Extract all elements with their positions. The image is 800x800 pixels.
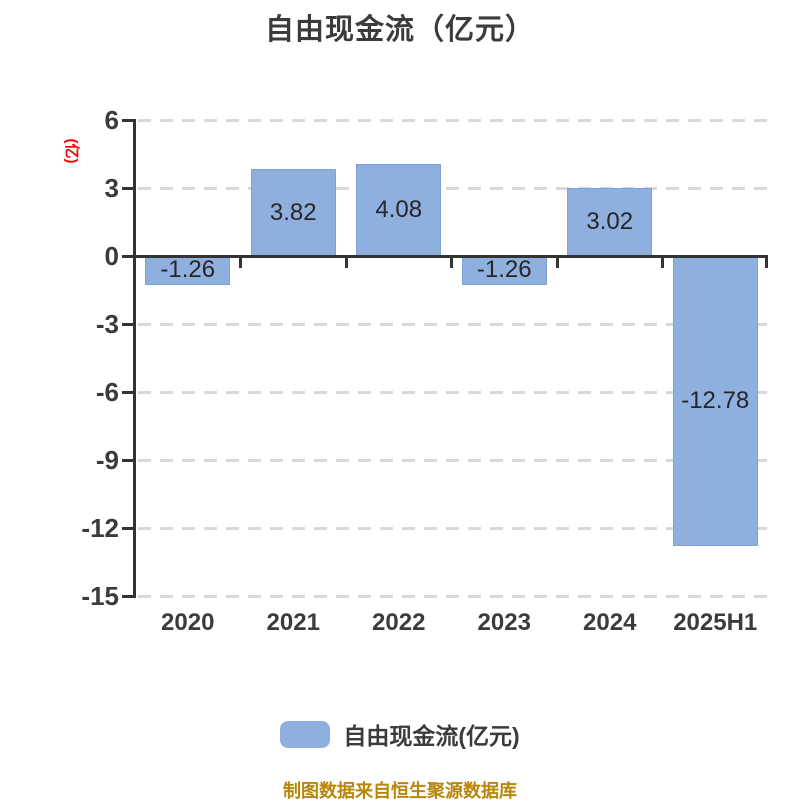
x-axis-tick-1 [239, 256, 242, 268]
x-label-2020: 2020 [161, 609, 215, 636]
bar-2025H1 [672, 256, 758, 546]
y-axis-tick-0 [122, 254, 135, 258]
y-axis-tick--3 [122, 322, 135, 326]
legend-label: 自由现金流(亿元) [343, 723, 520, 749]
y-axis-tick--6 [122, 390, 135, 394]
attribution-text: 制图数据来自恒生聚源数据库 [283, 781, 517, 800]
gridline-3 [138, 186, 768, 190]
x-label-2023: 2023 [477, 609, 531, 636]
y-tick-label--9: -9 [95, 445, 119, 475]
y-tick-label-0: 0 [104, 241, 119, 271]
y-tick-label-3: 3 [104, 173, 119, 203]
legend-swatch-icon [280, 720, 331, 748]
bar-2022 [356, 163, 442, 256]
bar-value-label-2025H1: -12.78 [681, 386, 750, 414]
bar-value-label-2022: 4.08 [375, 195, 423, 223]
y-axis-tick-3 [122, 186, 135, 190]
y-axis-tick--12 [122, 526, 135, 530]
y-axis-tick--15 [122, 594, 135, 598]
x-axis-tick-5 [661, 256, 664, 268]
bar-2021 [250, 169, 336, 256]
x-label-2024: 2024 [583, 609, 637, 636]
bar-value-label-2024: 3.02 [586, 207, 634, 235]
x-axis-tick-4 [555, 256, 559, 268]
gridline-6 [138, 118, 768, 122]
bar-value-label-2020: -1.26 [160, 256, 216, 284]
y-tick-label--3: -3 [95, 309, 119, 339]
gridline--3 [138, 322, 768, 326]
gridline--6 [138, 390, 768, 394]
legend: 自由现金流(亿元) [0, 719, 800, 749]
x-axis-tick-3 [450, 256, 453, 268]
gridline--9 [138, 458, 768, 462]
gridline--12 [138, 526, 768, 530]
gridline--15 [138, 594, 768, 598]
y-tick-label--6: -6 [95, 377, 119, 407]
chart-title: 自由现金流（亿元） [264, 14, 535, 46]
bar-value-label-2023: -1.26 [476, 256, 532, 284]
x-label-2022: 2022 [372, 609, 426, 636]
x-label-2025H1: 2025H1 [673, 609, 758, 636]
y-tick-label-6: 6 [104, 105, 119, 135]
x-axis-tick-2 [344, 256, 348, 268]
y-axis-tick--9 [122, 458, 135, 462]
y-axis-tick-6 [122, 118, 135, 122]
x-label-2021: 2021 [266, 609, 320, 636]
x-axis-end-tick [765, 256, 768, 268]
y-tick-label--12: -12 [81, 513, 119, 543]
bar-2024 [567, 187, 653, 256]
y-tick-label--15: -15 [81, 581, 119, 611]
bar-value-label-2021: 3.82 [269, 198, 317, 226]
y-axis-line [133, 118, 136, 598]
